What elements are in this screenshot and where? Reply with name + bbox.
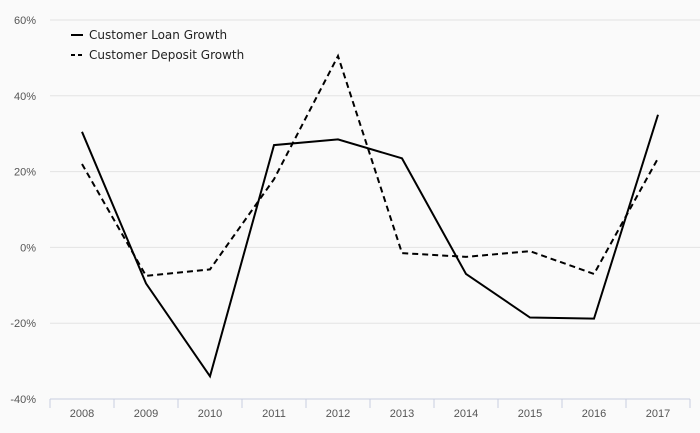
x-tick-label: 2009: [134, 408, 158, 420]
x-tick-label: 2010: [198, 408, 222, 420]
legend-label: Customer Loan Growth: [89, 28, 227, 42]
x-tick-label: 2014: [454, 408, 478, 420]
y-tick-label: 0%: [20, 242, 36, 254]
series-lines: [81, 53, 659, 379]
y-tick-label: -20%: [10, 318, 36, 330]
y-axis-ticks: -40% -20% 0% 20% 40% 60%: [10, 15, 36, 406]
x-tick-label: 2017: [646, 408, 670, 420]
series-line-0: [81, 114, 659, 379]
x-tick-label: 2012: [326, 408, 350, 420]
series-line-1: [81, 53, 659, 277]
legend-label: Customer Deposit Growth: [89, 48, 244, 62]
y-tick-label: 20%: [14, 167, 36, 179]
x-tick-label: 2015: [518, 408, 542, 420]
y-tick-label: -40%: [10, 394, 36, 406]
x-tick-label: 2013: [390, 408, 414, 420]
x-axis: 2008 2009 2010 2011 2012 2013 2014 2015 2016 2017: [49, 398, 691, 420]
y-tick-label: 40%: [14, 91, 36, 103]
x-tick-label: 2008: [70, 408, 94, 420]
x-tick-label: 2016: [582, 408, 606, 420]
legend: Customer Loan Growth Customer Deposit Gro…: [71, 28, 244, 62]
x-tick-label: 2011: [262, 408, 286, 420]
y-tick-label: 60%: [14, 15, 36, 27]
